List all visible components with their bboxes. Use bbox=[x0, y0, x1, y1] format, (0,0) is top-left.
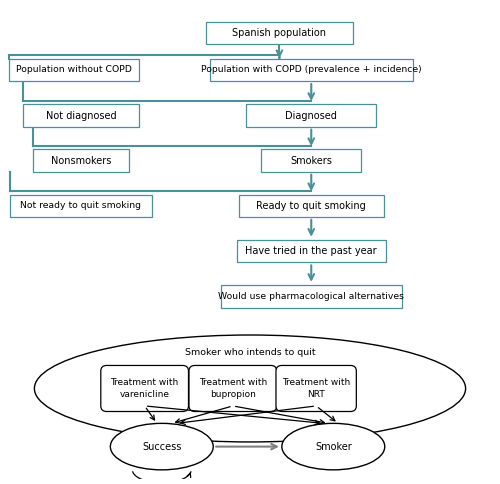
FancyBboxPatch shape bbox=[8, 59, 138, 81]
Text: Smoker: Smoker bbox=[315, 441, 352, 452]
Text: Would use pharmacological alternatives: Would use pharmacological alternatives bbox=[218, 292, 404, 301]
FancyBboxPatch shape bbox=[206, 22, 353, 44]
FancyBboxPatch shape bbox=[189, 365, 276, 411]
Ellipse shape bbox=[110, 424, 213, 470]
FancyBboxPatch shape bbox=[10, 195, 152, 217]
FancyBboxPatch shape bbox=[33, 150, 128, 172]
Ellipse shape bbox=[34, 335, 466, 442]
FancyBboxPatch shape bbox=[24, 105, 138, 127]
Text: Spanish population: Spanish population bbox=[232, 28, 326, 38]
Text: Smoker who intends to quit: Smoker who intends to quit bbox=[184, 348, 316, 357]
FancyBboxPatch shape bbox=[220, 285, 402, 307]
FancyBboxPatch shape bbox=[239, 195, 384, 217]
Text: Treatment with
NRT: Treatment with NRT bbox=[282, 378, 350, 398]
Text: Treatment with
varenicline: Treatment with varenicline bbox=[110, 378, 179, 398]
Text: Not diagnosed: Not diagnosed bbox=[46, 110, 117, 121]
FancyBboxPatch shape bbox=[246, 105, 376, 127]
Text: Not ready to quit smoking: Not ready to quit smoking bbox=[20, 201, 142, 210]
Text: Treatment with
bupropion: Treatment with bupropion bbox=[198, 378, 267, 398]
Ellipse shape bbox=[282, 424, 385, 470]
FancyBboxPatch shape bbox=[236, 240, 386, 262]
Text: Nonsmokers: Nonsmokers bbox=[51, 156, 111, 166]
Text: Population without COPD: Population without COPD bbox=[16, 65, 132, 75]
Text: Ready to quit smoking: Ready to quit smoking bbox=[256, 201, 366, 211]
FancyBboxPatch shape bbox=[101, 365, 188, 411]
FancyBboxPatch shape bbox=[210, 59, 413, 81]
Text: Have tried in the past year: Have tried in the past year bbox=[246, 246, 377, 257]
Text: Smokers: Smokers bbox=[290, 156, 332, 166]
FancyBboxPatch shape bbox=[276, 365, 356, 411]
Text: Success: Success bbox=[142, 441, 182, 452]
Text: Diagnosed: Diagnosed bbox=[286, 110, 337, 121]
Text: Population with COPD (prevalence + incidence): Population with COPD (prevalence + incid… bbox=[201, 65, 422, 75]
FancyBboxPatch shape bbox=[261, 150, 362, 172]
